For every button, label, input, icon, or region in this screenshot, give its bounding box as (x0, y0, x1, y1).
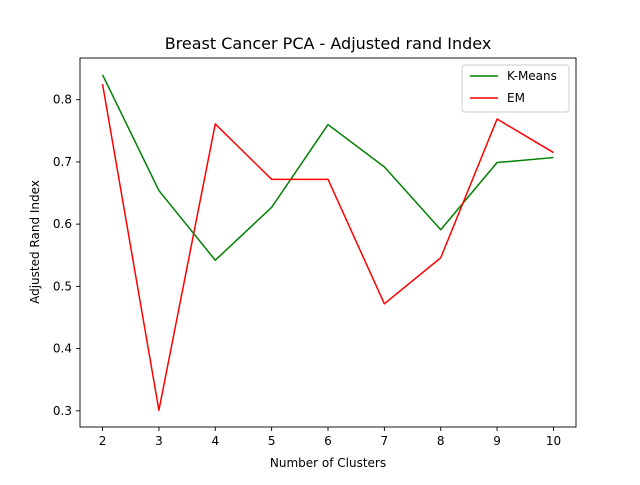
x-tick-label: 7 (381, 434, 389, 448)
y-tick-label: 0.8 (53, 93, 72, 107)
y-tick-label: 0.4 (53, 342, 72, 356)
y-tick-label: 0.3 (53, 404, 72, 418)
x-tick-label: 6 (324, 434, 332, 448)
legend-label: K-Means (507, 69, 557, 83)
axes: 2 3 4 5 6 7 8 9 10 0.3 0.4 0.5 0.6 0.7 0.8 (53, 57, 577, 448)
series-line-em (101, 84, 554, 411)
y-axis-label: Adjusted Rand Index (28, 180, 42, 304)
chart-title: Breast Cancer PCA - Adjusted rand Index (165, 34, 492, 53)
plot-area (101, 74, 554, 411)
x-tick-label: 9 (493, 434, 501, 448)
x-tick-label: 8 (437, 434, 445, 448)
y-tick-label: 0.7 (53, 155, 72, 169)
x-tick-label: 2 (99, 434, 107, 448)
y-tick-label: 0.6 (53, 217, 72, 231)
series-line-k-means (101, 74, 554, 261)
x-tick-label: 3 (155, 434, 163, 448)
x-tick-label: 10 (546, 434, 561, 448)
legend: K-Means EM (461, 64, 570, 113)
x-tick-label: 5 (268, 434, 276, 448)
x-axis-label: Number of Clusters (270, 456, 386, 470)
x-tick-label: 4 (211, 434, 219, 448)
legend-label: EM (507, 91, 525, 105)
y-tick-label: 0.5 (53, 279, 72, 293)
